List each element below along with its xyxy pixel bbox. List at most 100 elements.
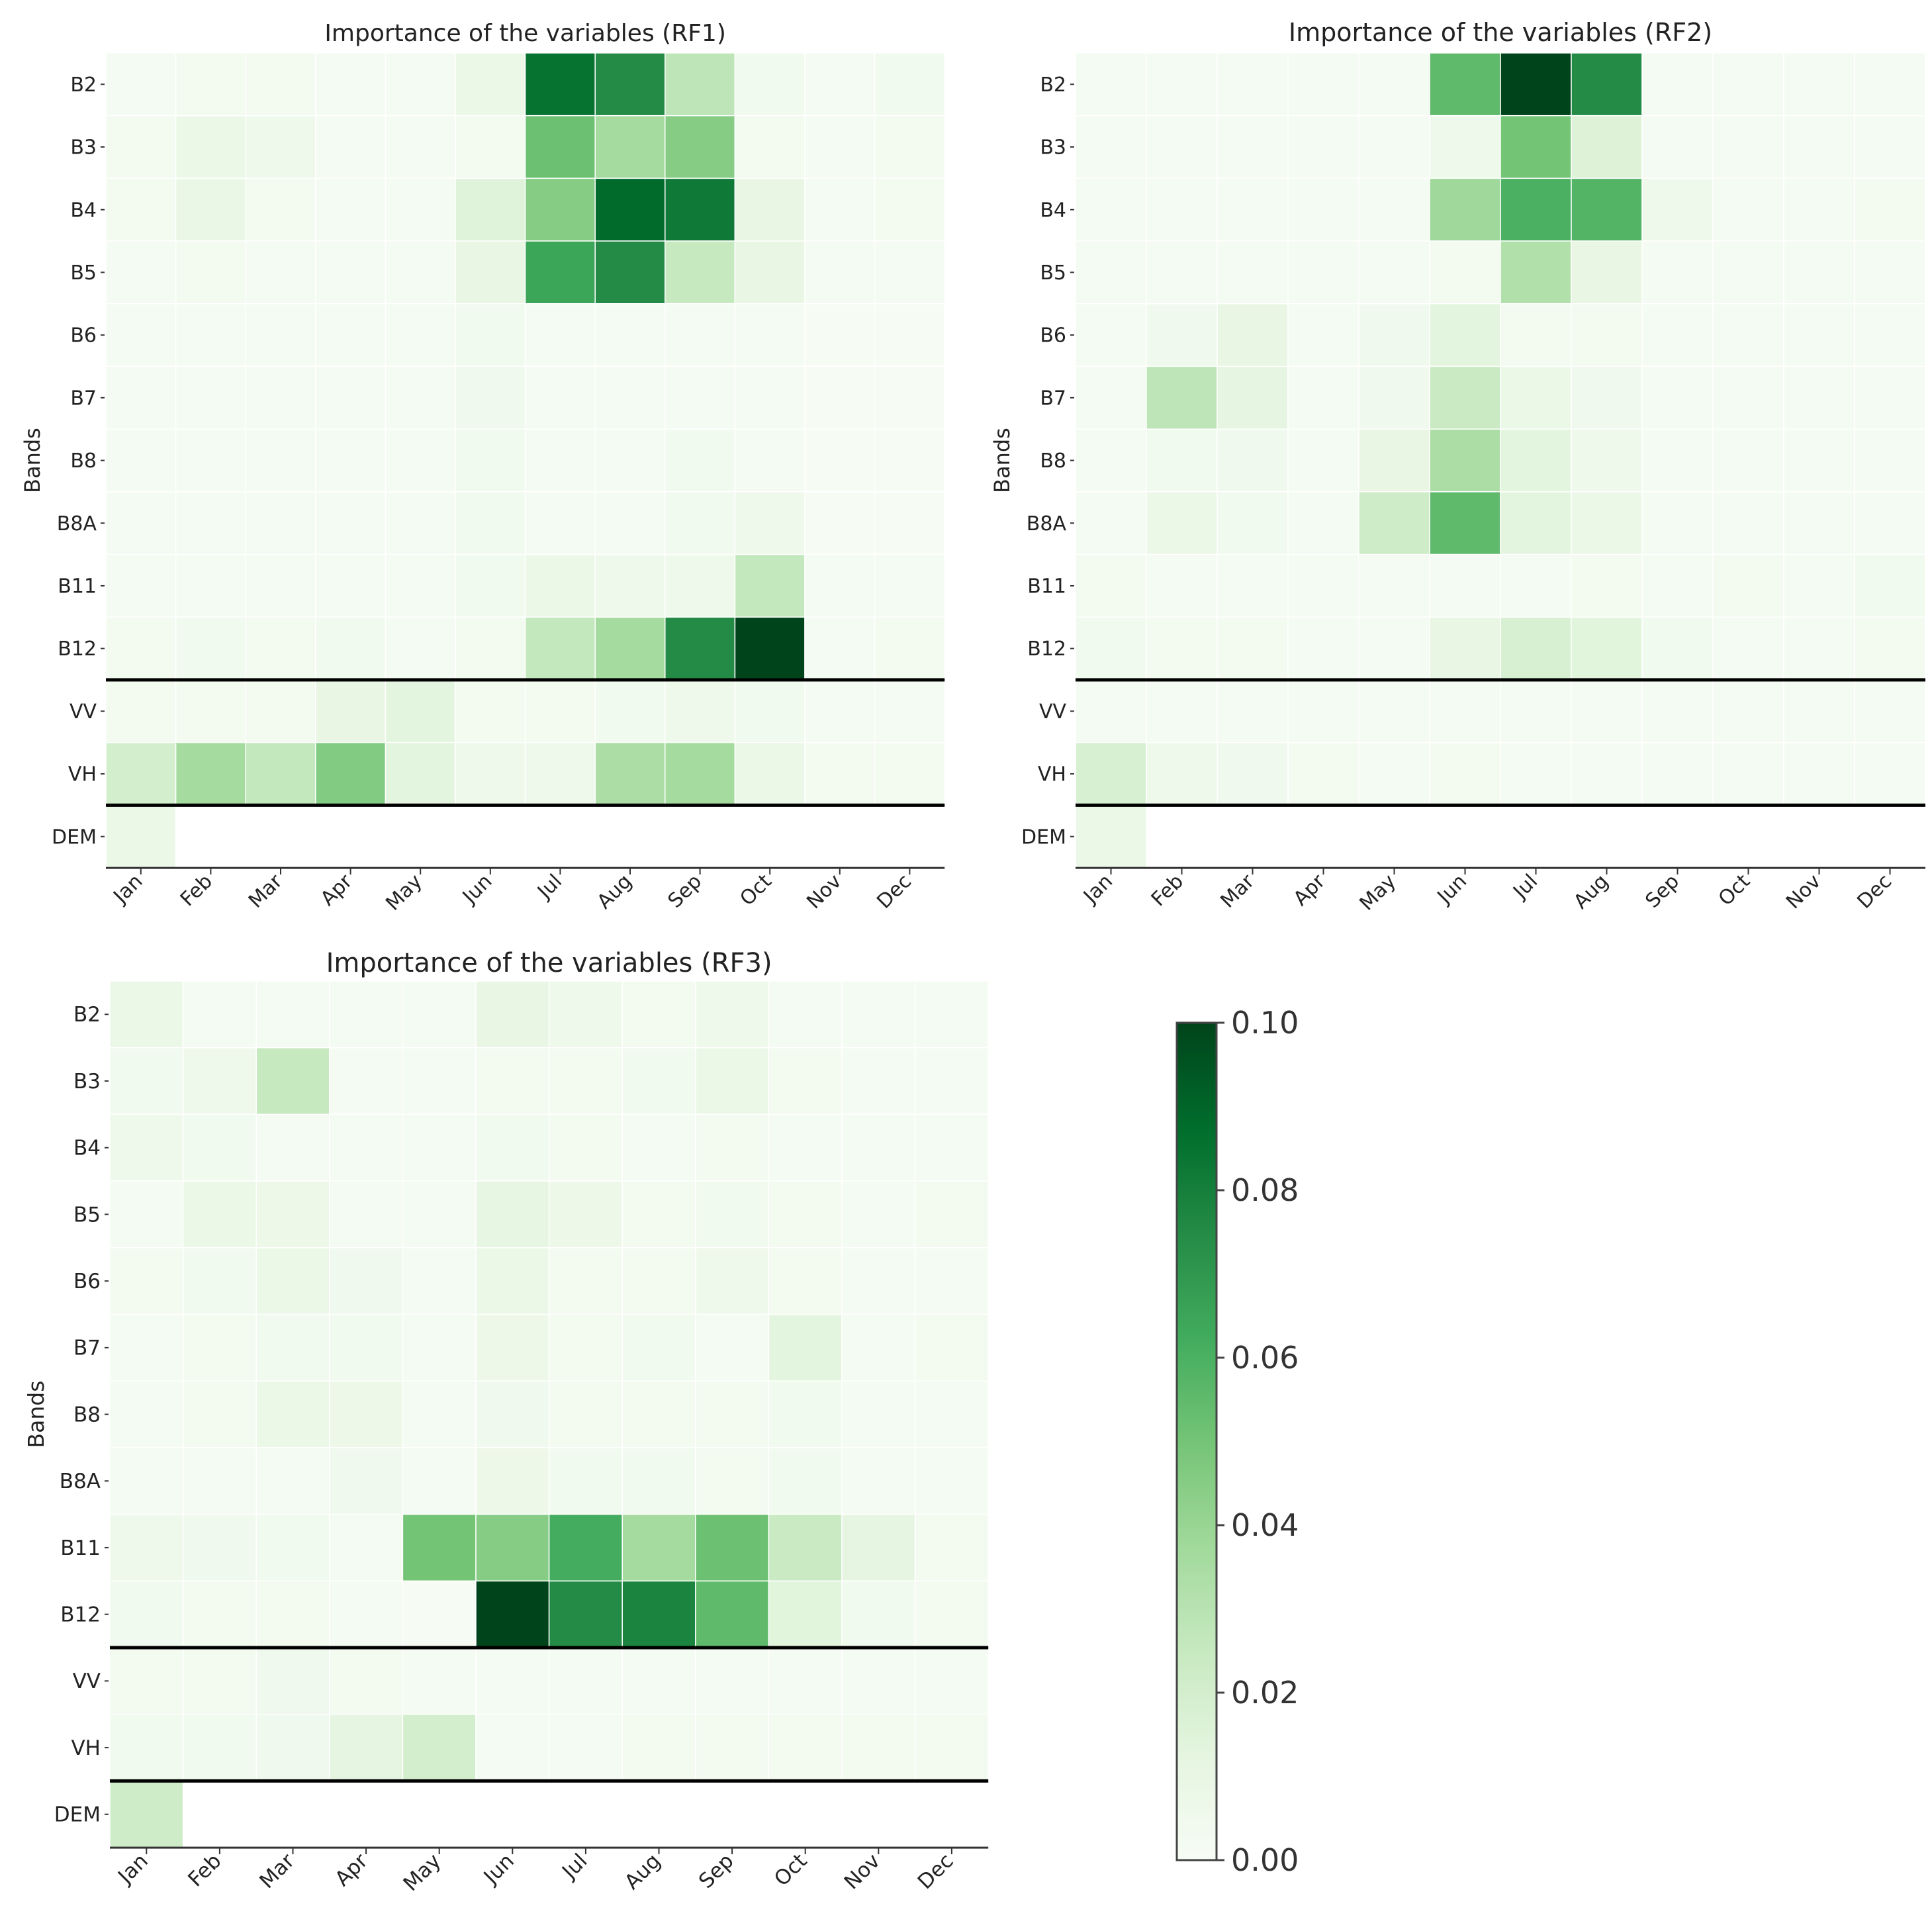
heatmap-cell-b2-aug — [594, 52, 666, 117]
heatmap-cell-vv-feb — [1146, 679, 1218, 743]
heatmap-cell-b6-may — [402, 1247, 477, 1315]
heatmap-cell-b11-apr — [1287, 553, 1359, 618]
heatmap-cell-b2-nov — [841, 980, 916, 1049]
heatmap-cell-b2-jun — [1429, 52, 1501, 117]
heatmap-cell-b3-aug — [594, 115, 666, 179]
heatmap-cell-b5-dec — [1854, 240, 1926, 305]
heatmap-cell-b3-may — [402, 1047, 477, 1115]
heatmap-cell-b8a-sep — [695, 1447, 770, 1515]
heatmap-cell-b4-jul — [548, 1113, 623, 1182]
heatmap-cell-b12-jul — [524, 616, 596, 681]
x-tick-label: Jun — [457, 870, 496, 909]
heatmap-cell-b2-jan — [109, 980, 184, 1049]
heatmap-cell-vh-mar — [245, 741, 316, 806]
heatmap-cell-b12-jan — [105, 616, 177, 681]
heatmap-cell-b8a-oct — [1712, 491, 1784, 555]
heatmap-cells — [1075, 52, 1926, 869]
heatmap-cell-b7-jan — [109, 1313, 184, 1382]
colorbar-gradient — [1175, 1021, 1218, 1861]
x-tick-label: Mar — [255, 1849, 299, 1893]
heatmap-cell-b5-aug — [594, 240, 666, 305]
heatmap-cell-vh-feb — [182, 1713, 257, 1782]
heatmap-cell-vh-jul — [548, 1713, 623, 1782]
heatmap-cell-b11-dec — [1854, 553, 1926, 618]
heatmap-cell-b8-jan — [105, 428, 177, 493]
heatmap-cell-b12-feb — [1146, 616, 1218, 681]
heatmap-cell-b7-oct — [734, 365, 805, 430]
heatmap-cell-b12-dec — [874, 616, 945, 681]
heatmap-cell-b3-jun — [475, 1047, 550, 1115]
heatmap-cell-b4-nov — [804, 177, 876, 242]
heatmap-cell-b3-jan — [105, 115, 177, 179]
heatmap-cell-b5-may — [402, 1180, 477, 1248]
heatmap-cell-b11-aug — [594, 553, 666, 618]
heatmap-cell-b8-apr — [1287, 428, 1359, 493]
heatmap-cell-b6-jul — [548, 1247, 623, 1315]
heatmap-cell-b6-feb — [182, 1247, 257, 1315]
heatmap-cell-b8a-mar — [1217, 491, 1289, 555]
heatmap-cells — [109, 980, 989, 1848]
heatmap-cell-b4-jun — [1429, 177, 1501, 242]
heatmap-cell-b8a-may — [1358, 491, 1430, 555]
heatmap-cell-vv-jun — [475, 1647, 550, 1715]
heatmap-cell-b5-mar — [245, 240, 316, 305]
y-tick-label: B4 — [1040, 199, 1066, 222]
heatmap-cell-b2-feb — [175, 52, 246, 117]
heatmap-cell-b2-jan — [1075, 52, 1147, 117]
heatmap-cell-b6-sep — [1641, 303, 1714, 367]
heatmap-cell-b8a-jul — [1500, 491, 1572, 555]
heatmap-cell-b11-dec — [914, 1513, 989, 1582]
x-tick-label: Dec — [913, 1849, 958, 1894]
heatmap-cell-b4-feb — [175, 177, 246, 242]
heatmap-cell-vh-aug — [621, 1713, 696, 1782]
heatmap-cell-b2-apr — [315, 52, 387, 117]
heatmap-cell-b4-jan — [1075, 177, 1147, 242]
heatmap-cell-b7-may — [385, 365, 456, 430]
heatmap-cell-b3-feb — [175, 115, 246, 179]
heatmap-cell-vv-sep — [695, 1647, 770, 1715]
y-tick-label: DEM — [54, 1803, 101, 1827]
heatmap-cell-b7-jul — [1500, 365, 1572, 430]
heatmap-cell-b8-apr — [329, 1380, 404, 1448]
heatmap-cell-vv-may — [1358, 679, 1430, 743]
heatmap-cell-b4-jun — [475, 1113, 550, 1182]
heatmap-cell-b8a-feb — [182, 1447, 257, 1515]
heatmap-cell-b6-jul — [1500, 303, 1572, 367]
heatmap-cell-b3-nov — [841, 1047, 916, 1115]
heatmap-cell-b8-feb — [1146, 428, 1218, 493]
heatmap-cell-b11-nov — [841, 1513, 916, 1582]
heatmap-cell-b8-jan — [109, 1380, 184, 1448]
heatmap-cell-b4-sep — [695, 1113, 770, 1182]
y-axis-label: Bands — [23, 1381, 49, 1448]
heatmap-cell-b8a-feb — [175, 491, 246, 555]
heatmap-cell-b2-dec — [1854, 52, 1926, 117]
y-tick-label: B2 — [70, 73, 97, 97]
x-tick-label: Sep — [694, 1849, 739, 1893]
heatmap-cell-b8-aug — [621, 1380, 696, 1448]
heatmap-cell-b2-mar — [245, 52, 316, 117]
heatmap-cell-b3-mar — [1217, 115, 1289, 179]
heatmap-cell-b7-feb — [182, 1313, 257, 1382]
heatmap-cell-b5-feb — [175, 240, 246, 305]
heatmap-cell-vv-nov — [1783, 679, 1855, 743]
heatmap-cell-b6-jun — [455, 303, 526, 367]
heatmap-cell-vh-dec — [914, 1713, 989, 1782]
colorbar-tick-label: 0.08 — [1231, 1172, 1299, 1208]
heatmap-cell-vh-mar — [1217, 741, 1289, 806]
x-tick-label: Apr — [1289, 870, 1330, 911]
heatmap-cell-vh-may — [402, 1713, 477, 1782]
heatmap-cell-b3-jun — [1429, 115, 1501, 179]
heatmap-cell-b4-aug — [594, 177, 666, 242]
heatmap-cell-b6-apr — [1287, 303, 1359, 367]
heatmap-cell-b7-mar — [255, 1313, 330, 1382]
heatmap-cell-b12-may — [385, 616, 456, 681]
y-tick-label: B7 — [1040, 387, 1066, 410]
heatmap-cell-b2-mar — [255, 980, 330, 1049]
heatmap-cell-b12-nov — [841, 1580, 916, 1648]
heatmap-cell-vh-jul — [1500, 741, 1572, 806]
heatmap-cell-b11-feb — [1146, 553, 1218, 618]
y-tick-label: B4 — [70, 199, 97, 222]
heatmap-cell-dem-jan — [105, 804, 177, 869]
heatmap-cell-b8a-oct — [768, 1447, 843, 1515]
heatmap-cell-vv-dec — [874, 679, 945, 743]
